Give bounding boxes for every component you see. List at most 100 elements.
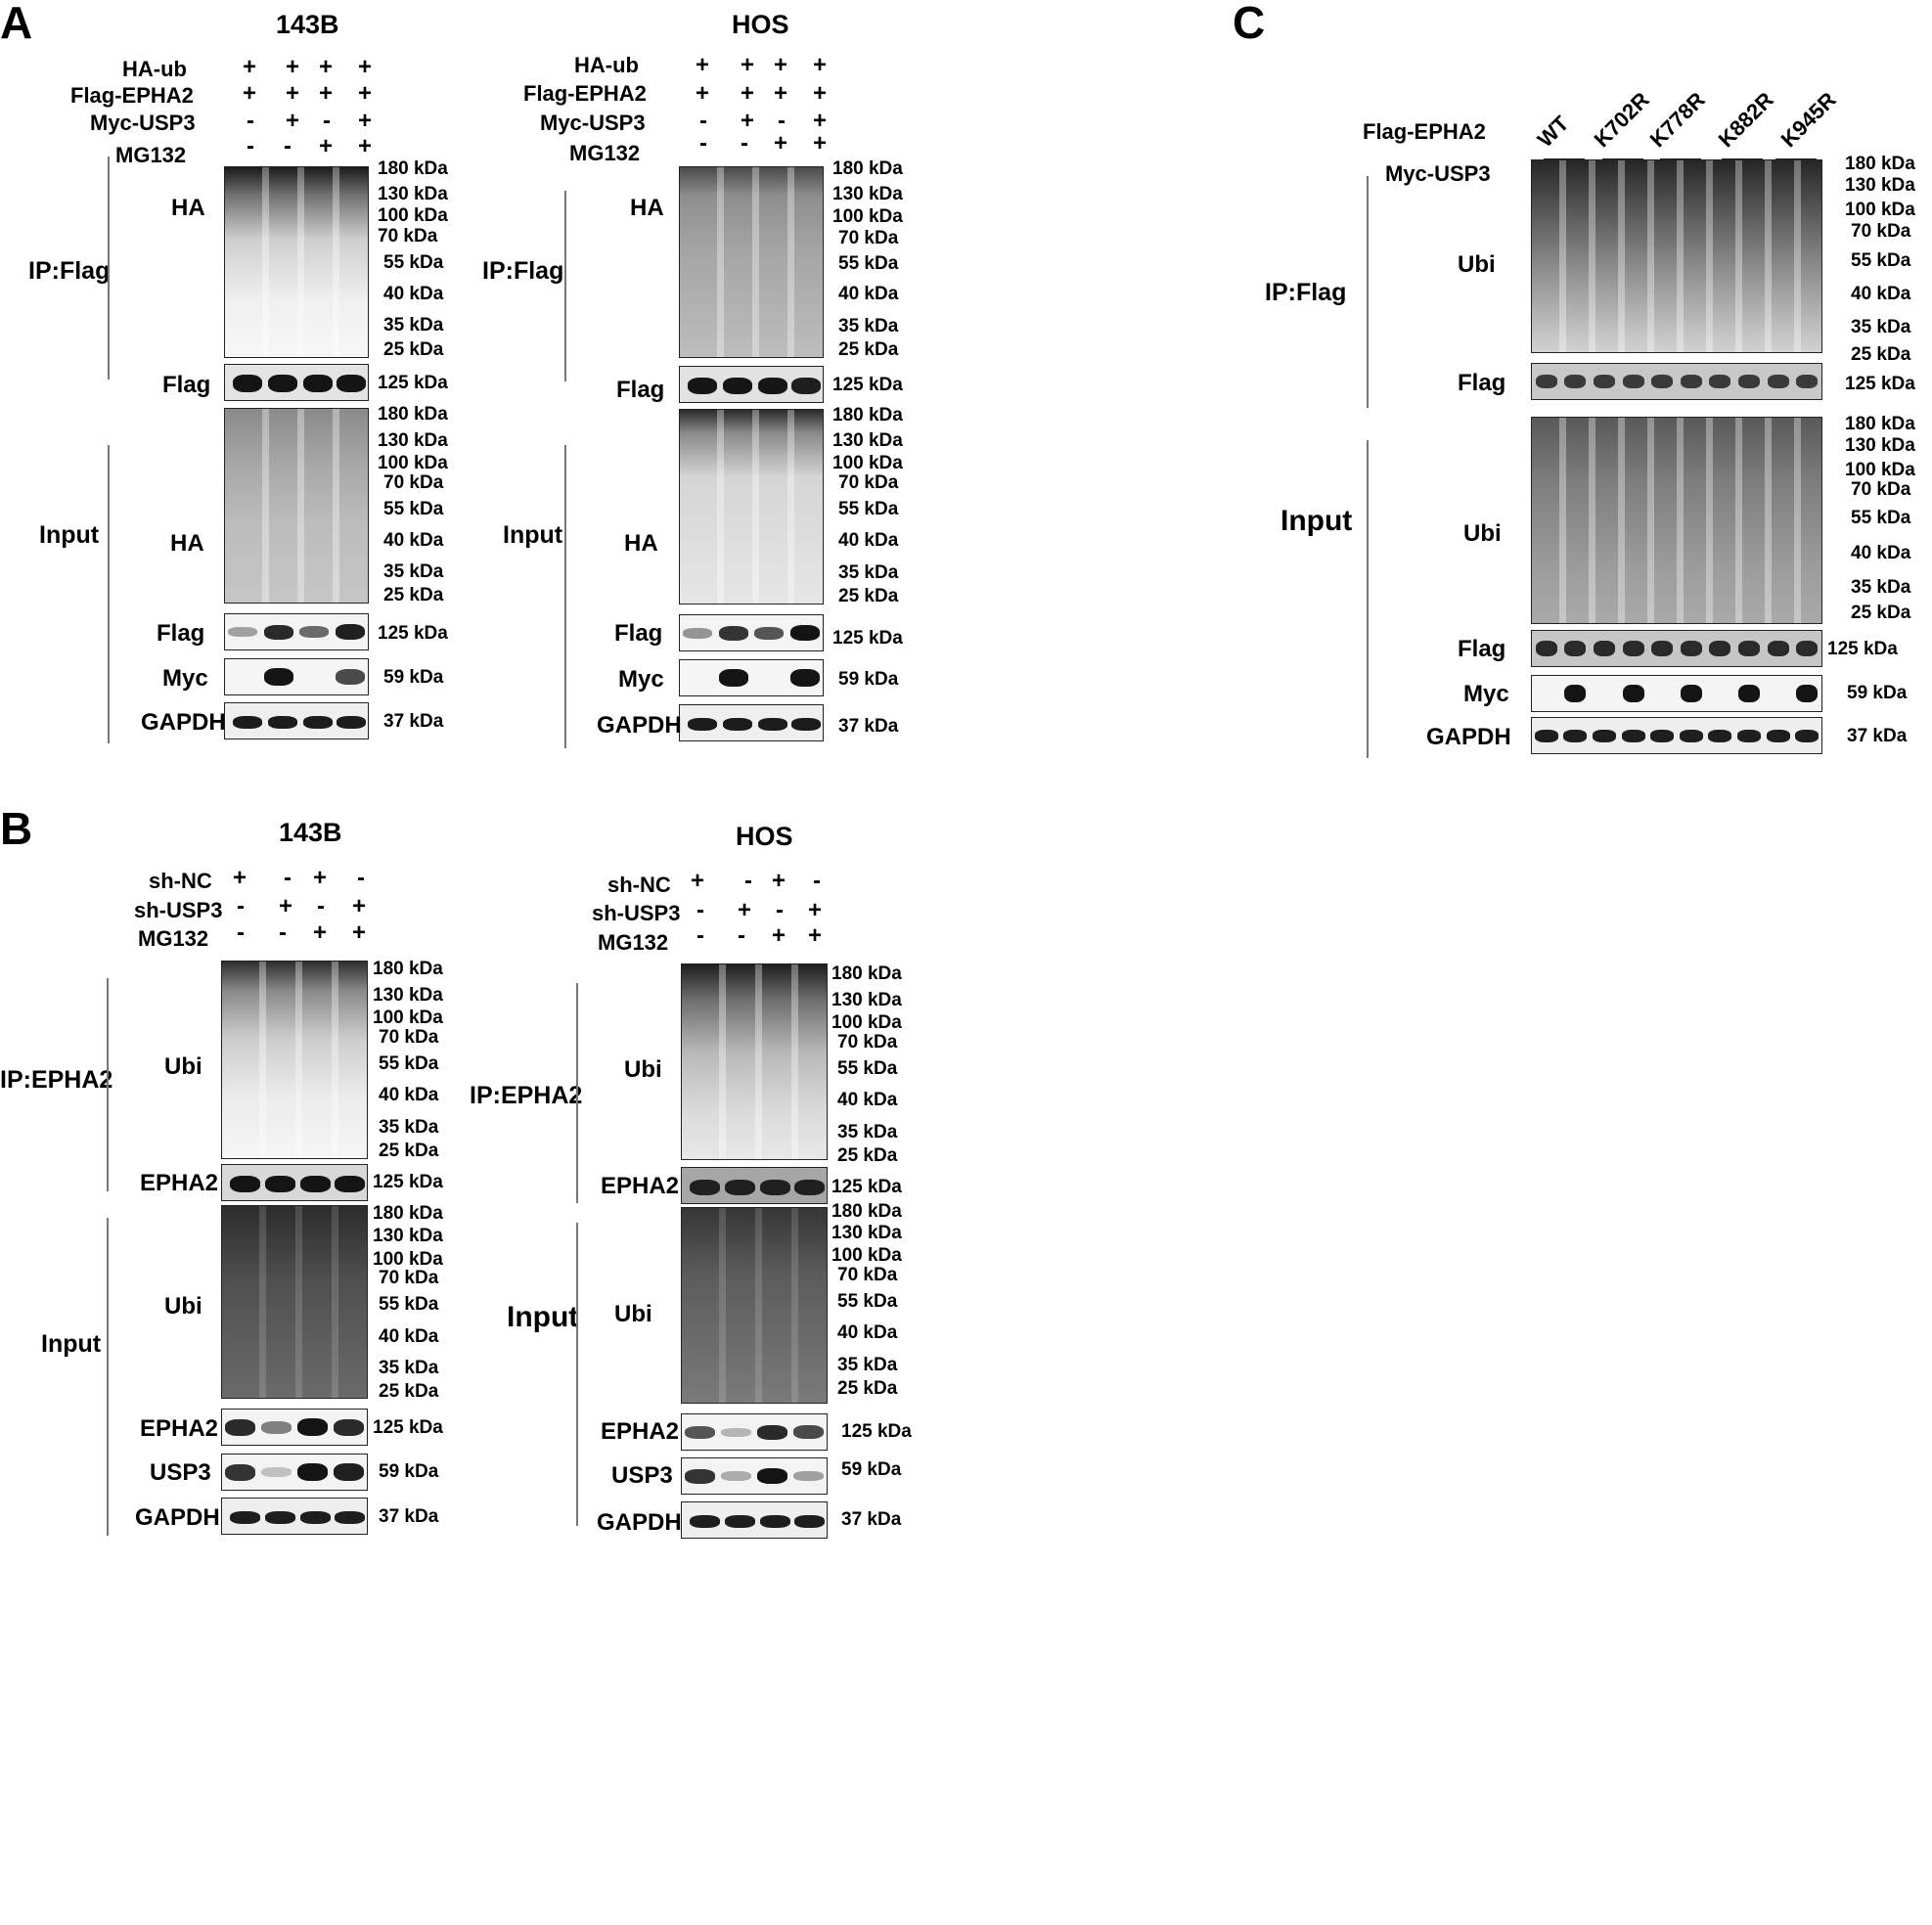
mw-marker: 55 kDa [379, 1053, 439, 1074]
mw-marker: 40 kDa [379, 1326, 439, 1347]
mw-marker: 37 kDa [379, 1506, 439, 1527]
antibody-label: USP3 [611, 1462, 673, 1489]
blot-input-flag [224, 613, 369, 650]
blot-band [1564, 641, 1587, 656]
blot-band [754, 626, 785, 640]
mw-marker: 59 kDa [383, 667, 444, 688]
mw-marker: 125 kDa [373, 1172, 443, 1192]
mw-marker: 100 kDa [831, 1012, 902, 1033]
blot-input-epha2 [221, 1409, 368, 1446]
sign-plus: + [352, 893, 367, 919]
blot-ip-flag [679, 366, 824, 403]
blot-band [297, 1463, 328, 1481]
mw-marker: 70 kDa [838, 228, 899, 248]
blot-band [225, 1418, 255, 1436]
mw-marker: 40 kDa [383, 284, 444, 304]
bracket-line [564, 191, 566, 381]
mw-marker: 70 kDa [837, 1032, 898, 1052]
mw-marker: 25 kDa [838, 339, 899, 360]
section-label: IP:Flag [28, 257, 111, 285]
mutant-label: K882R [1713, 87, 1778, 153]
sign-minus: - [696, 922, 704, 949]
sign-plus: + [319, 80, 334, 107]
blot-band [1738, 685, 1760, 702]
blot-ip-ubi [681, 963, 828, 1160]
antibody-label: Ubi [1458, 251, 1496, 278]
sign-minus: - [738, 922, 745, 949]
sign-plus: + [286, 54, 300, 80]
panel-label-b: B [0, 803, 33, 854]
blot-band [1622, 685, 1644, 702]
condition-label: MG132 [598, 930, 669, 955]
blot-band [1564, 375, 1587, 388]
mw-marker: 100 kDa [378, 453, 448, 473]
mw-marker: 55 kDa [837, 1058, 898, 1079]
mw-marker: 180 kDa [831, 963, 902, 984]
mw-marker: 100 kDa [373, 1007, 443, 1028]
mw-marker: 180 kDa [831, 1201, 902, 1222]
blot-band [757, 1424, 787, 1440]
cell-line-title: 143B [276, 10, 339, 39]
blot-band [1737, 729, 1761, 742]
mw-marker: 59 kDa [841, 1459, 902, 1480]
mw-marker: 40 kDa [837, 1090, 898, 1110]
sign-plus: + [813, 108, 828, 134]
mw-marker: 180 kDa [373, 959, 443, 979]
mw-marker: 40 kDa [838, 530, 899, 551]
blot-band [334, 1463, 364, 1481]
antibody-label: Myc [618, 666, 664, 693]
mw-marker: 70 kDa [1851, 221, 1911, 242]
mw-marker: 130 kDa [373, 985, 443, 1006]
mw-marker: 37 kDa [838, 716, 899, 737]
sign-plus: + [691, 868, 705, 894]
section-label: IP:Flag [482, 257, 564, 285]
sign-minus: - [237, 919, 245, 946]
sign-plus: + [813, 80, 828, 107]
sign-minus: - [317, 893, 325, 919]
sign-plus: + [741, 52, 755, 78]
mw-marker: 37 kDa [1847, 726, 1908, 746]
group-underline [1660, 158, 1701, 160]
group-underline [1602, 158, 1643, 160]
cell-line-title: HOS [732, 10, 789, 39]
mw-marker: 100 kDa [832, 206, 903, 227]
sign-plus: + [319, 133, 334, 159]
section-label: Input [507, 1301, 579, 1333]
bracket-line [107, 978, 109, 1191]
blot-band [685, 1468, 715, 1484]
antibody-label: USP3 [150, 1459, 211, 1486]
blot-band [299, 626, 330, 638]
blot-band [334, 1418, 364, 1436]
blot-input-myc [224, 658, 369, 695]
antibody-label: Myc [1463, 681, 1509, 707]
blot-band [1796, 641, 1819, 656]
mw-marker: 125 kDa [841, 1421, 912, 1442]
blot-band [261, 1420, 292, 1434]
blot-band [1594, 375, 1615, 388]
sign-plus: + [358, 54, 373, 80]
antibody-label: Flag [157, 620, 205, 647]
sign-minus: - [279, 919, 287, 946]
sign-plus: + [352, 919, 367, 946]
section-label: IP:Flag [1265, 279, 1347, 306]
blot-band [1708, 729, 1732, 742]
blot-band [1795, 729, 1820, 742]
mw-marker: 125 kDa [831, 1177, 902, 1197]
mw-marker: 55 kDa [1851, 250, 1911, 271]
mw-marker: 35 kDa [379, 1117, 439, 1138]
cell-line-title: HOS [736, 822, 793, 851]
antibody-label: EPHA2 [140, 1170, 219, 1196]
antibody-label: Flag [614, 620, 663, 647]
sign-minus: - [778, 108, 786, 134]
blot-band [718, 625, 748, 641]
mw-marker: 100 kDa [1845, 460, 1915, 480]
mw-marker: 180 kDa [378, 158, 448, 179]
mw-marker: 70 kDa [837, 1265, 898, 1285]
group-underline [1722, 158, 1763, 160]
panel-label-a: A [0, 0, 33, 48]
mw-marker: 130 kDa [832, 430, 903, 451]
antibody-label: Flag [1458, 370, 1506, 396]
group-underline [1775, 158, 1817, 160]
sign-plus: + [233, 865, 247, 891]
mw-marker: 125 kDa [373, 1417, 443, 1438]
